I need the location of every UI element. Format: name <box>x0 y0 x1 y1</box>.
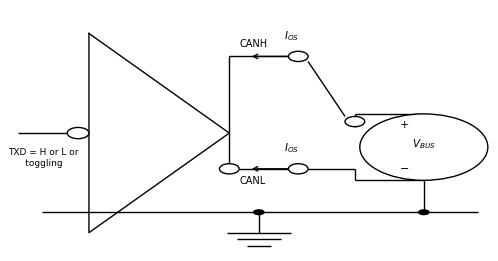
Circle shape <box>220 164 239 174</box>
Text: CANH: CANH <box>239 39 267 49</box>
Text: CANL: CANL <box>239 176 265 186</box>
Text: +: + <box>399 120 409 130</box>
Circle shape <box>418 209 430 215</box>
Circle shape <box>253 209 265 215</box>
Circle shape <box>360 114 488 180</box>
Text: $V_{BUS}$: $V_{BUS}$ <box>412 138 436 151</box>
Circle shape <box>67 127 89 139</box>
Circle shape <box>345 116 365 127</box>
Text: TXD = H or L or
      toggling: TXD = H or L or toggling <box>7 149 78 168</box>
Text: $\mathit{I}_{OS}$: $\mathit{I}_{OS}$ <box>284 29 299 43</box>
Text: $\mathit{I}_{OS}$: $\mathit{I}_{OS}$ <box>284 141 299 155</box>
Text: −: − <box>399 164 409 174</box>
Circle shape <box>288 164 308 174</box>
Circle shape <box>288 51 308 62</box>
